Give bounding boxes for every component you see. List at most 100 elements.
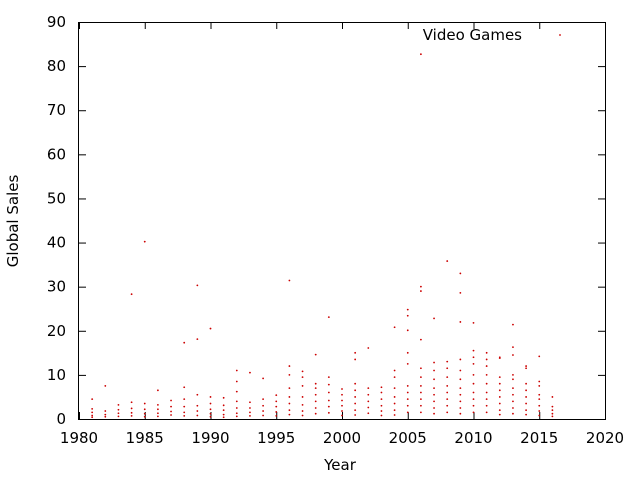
data-point — [512, 412, 514, 415]
data-point — [354, 351, 357, 354]
data-point — [551, 409, 554, 412]
y-axis-label: Global Sales — [4, 175, 22, 268]
data-point — [327, 316, 330, 319]
data-point — [420, 367, 422, 370]
data-point — [393, 409, 396, 412]
data-point — [433, 412, 435, 415]
data-point — [183, 405, 186, 408]
data-point — [314, 407, 317, 409]
data-point — [117, 408, 120, 411]
data-point — [459, 291, 462, 294]
data-point — [420, 376, 422, 378]
data-point — [354, 396, 357, 398]
data-point — [485, 404, 488, 407]
data-point — [525, 402, 527, 405]
data-point — [314, 382, 317, 385]
data-point — [235, 369, 238, 372]
data-point — [327, 411, 330, 414]
data-point — [341, 410, 343, 412]
data-point — [472, 391, 475, 394]
data-points — [91, 53, 554, 419]
data-point — [249, 415, 251, 417]
data-point — [143, 402, 146, 405]
data-point — [538, 355, 541, 358]
data-point — [498, 357, 501, 360]
data-point — [117, 412, 120, 415]
data-point — [130, 401, 133, 404]
data-point — [143, 415, 146, 418]
data-point — [393, 414, 396, 416]
data-point — [157, 415, 159, 418]
data-point — [157, 389, 159, 392]
data-point — [433, 361, 435, 364]
data-point — [512, 346, 514, 348]
data-point — [433, 317, 435, 320]
data-point — [433, 369, 435, 372]
data-point — [130, 411, 133, 414]
legend-marker — [559, 34, 561, 36]
data-point — [406, 404, 409, 407]
data-point — [512, 323, 514, 326]
data-point — [485, 365, 488, 367]
data-point — [288, 396, 291, 398]
data-point — [406, 385, 409, 387]
data-point — [459, 387, 462, 390]
x-tick-label: 2000 — [323, 429, 361, 447]
data-point — [157, 412, 159, 415]
data-point — [498, 409, 501, 412]
data-point — [538, 410, 541, 412]
data-point — [314, 393, 317, 396]
data-point — [393, 402, 396, 405]
data-point — [459, 407, 462, 409]
data-point — [525, 413, 527, 416]
data-point — [472, 404, 475, 407]
data-point — [367, 400, 370, 403]
data-point — [157, 403, 159, 406]
y-tick-label: 30 — [47, 278, 66, 296]
data-point — [485, 358, 488, 361]
data-point — [420, 404, 422, 407]
data-point — [235, 380, 238, 383]
data-point — [512, 378, 514, 381]
data-point — [235, 390, 238, 393]
data-point — [183, 398, 186, 401]
data-point — [538, 393, 541, 396]
data-point — [498, 396, 501, 398]
data-point — [354, 402, 357, 405]
data-point — [157, 408, 159, 411]
x-tick-label: 1985 — [126, 429, 164, 447]
y-tick-label: 0 — [56, 410, 66, 428]
data-point — [354, 358, 357, 361]
data-point — [538, 414, 541, 417]
data-point — [288, 402, 291, 405]
data-point — [446, 398, 449, 401]
x-tick-label: 1995 — [257, 429, 295, 447]
x-tick-label: 2010 — [454, 429, 492, 447]
data-point — [367, 387, 370, 390]
data-point — [498, 376, 501, 378]
data-point — [183, 341, 186, 344]
data-point — [288, 413, 291, 416]
data-point — [314, 412, 317, 415]
data-point — [183, 415, 186, 417]
data-point — [275, 415, 278, 417]
data-point — [196, 338, 199, 341]
data-point — [380, 410, 383, 412]
data-point — [459, 369, 462, 372]
data-point — [406, 398, 409, 401]
data-point — [459, 321, 462, 323]
data-point — [433, 407, 435, 409]
data-point — [380, 404, 383, 407]
data-point — [393, 369, 396, 372]
data-point — [262, 414, 264, 417]
data-point — [327, 405, 330, 408]
data-point — [485, 398, 488, 401]
data-point — [354, 409, 357, 412]
y-tick-label: 40 — [47, 234, 66, 252]
data-point — [301, 385, 304, 387]
data-point — [420, 398, 422, 401]
data-point — [551, 396, 554, 398]
axis-ticks: 1980 1985 1990 1995 2000 2005 2010 2015 2020 0 10 2… — [47, 13, 624, 447]
data-point — [459, 272, 462, 275]
